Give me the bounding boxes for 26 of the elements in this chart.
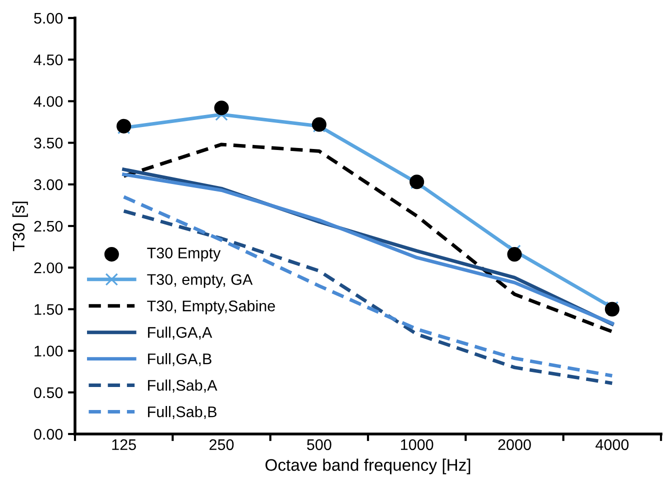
x-axis-title: Octave band frequency [Hz] (266, 458, 470, 474)
legend-label: T30 Empty (147, 248, 221, 262)
legend-label: T30, Empty,Sabine (147, 300, 275, 314)
x-tick-label: 4000 (596, 439, 629, 450)
y-tick-label: 2.00 (34, 262, 63, 274)
y-tick-label: 4.50 (34, 54, 63, 66)
y-tick-label: 3.00 (34, 179, 63, 190)
x-tick-label: 2000 (498, 439, 531, 450)
legend-label: T30, empty, GA (147, 274, 253, 288)
legend-label: Full,Sab,B (148, 406, 216, 420)
y-tick-label: 0.00 (34, 428, 63, 440)
y-tick-label: 3.50 (34, 138, 63, 148)
x-tick-label: 1000 (401, 439, 434, 450)
y-tick-label: 4.00 (34, 96, 63, 107)
y-axis-title: T30 [s] (12, 202, 28, 252)
legend-label: Full,GA,A (148, 326, 212, 340)
y-tick-label: 2.50 (34, 220, 63, 232)
y-tick-label: 1.00 (34, 346, 63, 356)
legend-label: Full,Sab,A (148, 380, 218, 393)
x-tick-label: 250 (210, 439, 234, 450)
y-tick-label: 5.00 (34, 12, 63, 24)
x-tick-label: 125 (112, 439, 136, 450)
y-tick-label: 1.50 (34, 304, 63, 315)
legend-label: Full,GA,B (148, 353, 212, 366)
x-tick-label: 500 (307, 439, 332, 450)
y-tick-label: 0.50 (34, 387, 63, 398)
